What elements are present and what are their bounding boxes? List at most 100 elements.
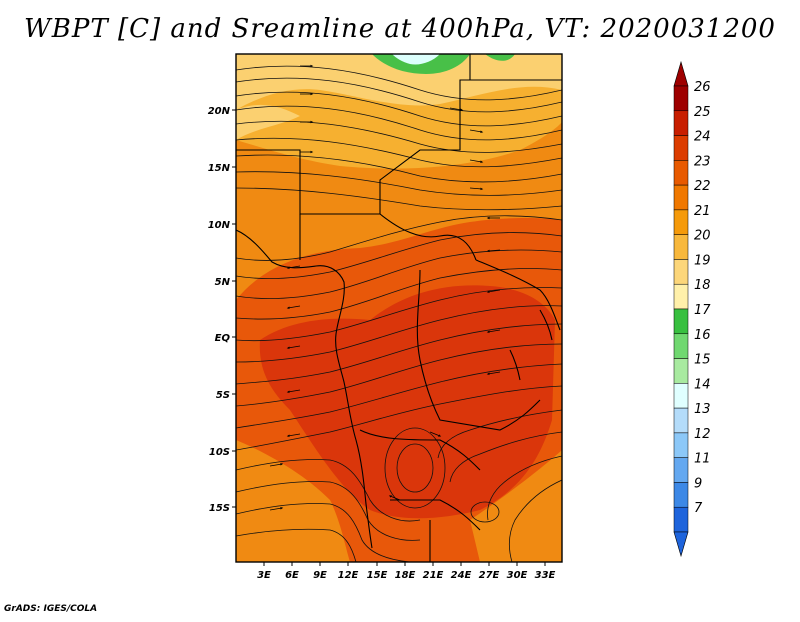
shaded-field: [236, 54, 562, 562]
great-lakes: [509, 309, 553, 381]
latitude-axis: 20N 15N 10N 5N EQ 5S 10S 15S: [208, 106, 236, 514]
lon-label-18e: 18E: [395, 570, 416, 581]
colorbar-label: 13: [694, 402, 711, 417]
colorbar-swatch: [673, 283, 689, 310]
streamline: [236, 503, 411, 562]
chart-title: WBPT [C] and Sreamline at 400hPa, VT: 20…: [24, 14, 776, 44]
field-yellow-north: [236, 54, 562, 110]
lon-label-21e: 21E: [423, 570, 444, 581]
colorbar-swatch: [673, 482, 689, 508]
streamline: [449, 431, 562, 483]
field-orange-southeast: [470, 450, 562, 562]
congo-border: [416, 269, 541, 431]
field-green: [372, 54, 470, 74]
streamline: [236, 77, 562, 113]
streamline: [236, 459, 421, 522]
lat-label-eq: EQ: [215, 333, 231, 344]
colorbar-swatch: [673, 110, 689, 136]
colorbar-label: 19: [694, 253, 711, 268]
colorbar-label: 7: [694, 501, 703, 516]
field-yellow-west: [236, 104, 300, 140]
lat-label-5s: 5S: [216, 390, 230, 401]
lon-label-33e: 33E: [535, 570, 556, 581]
streamline: [236, 249, 562, 300]
streamline: [236, 65, 562, 101]
streamline: [236, 385, 562, 451]
streamline: [236, 528, 357, 562]
eddy-southeast: [470, 501, 500, 523]
colorbar-swatch: [673, 407, 689, 434]
lat-label-5n: 5N: [215, 277, 231, 288]
colorbar-label: 12: [694, 427, 711, 442]
streamline: [236, 187, 562, 211]
lon-label-24e: 24E: [451, 570, 472, 581]
colorbar-label: 15: [694, 353, 711, 368]
colorbar-label: 9: [694, 476, 702, 491]
colorbar-label: 20: [694, 229, 711, 244]
colorbar-label: 18: [694, 278, 711, 293]
streamline: [236, 363, 562, 429]
lon-label-3e: 3E: [257, 570, 271, 581]
credit-text: GrADS: IGES/COLA: [4, 604, 98, 614]
streamline: [236, 137, 562, 168]
angola-border: [359, 429, 481, 471]
colorbar-swatch: [673, 383, 689, 409]
lat-label-10s: 10S: [209, 447, 230, 458]
colorbar-swatch: [673, 234, 689, 260]
west-coast: [236, 229, 373, 549]
lon-label-15e: 15E: [367, 570, 388, 581]
streamline: [236, 91, 562, 127]
streamline: [437, 409, 562, 459]
colorbar-swatch: [673, 432, 689, 458]
colorbar-swatch: [673, 209, 689, 235]
colorbar-swatch: [673, 506, 689, 533]
colorbar-label: 14: [694, 377, 711, 392]
colorbar-label: 21: [694, 204, 711, 219]
colorbar-swatch: [673, 160, 689, 186]
colorbar-swatch: [673, 333, 689, 359]
map-frame: [235, 53, 563, 563]
colorbar-swatch: [673, 184, 689, 211]
lat-label-15s: 15S: [209, 503, 230, 514]
streamline: [236, 232, 562, 280]
streamline: [236, 287, 562, 342]
lon-label-30e: 30E: [507, 570, 528, 581]
lon-label-6e: 6E: [285, 570, 299, 581]
streamline: [236, 268, 562, 320]
colorbar-swatch: [673, 358, 689, 384]
streamline: [236, 171, 562, 196]
lat-label-20n: 20N: [208, 106, 231, 117]
colorbar-label: 24: [694, 130, 711, 145]
country-boundaries: [236, 54, 562, 562]
southern-border: [390, 499, 481, 562]
colorbar-swatch: [673, 259, 689, 285]
colorbar: 26 25 24 23 22 21 20 19 18 17 16 15 14 13 12 11 9 7: [673, 60, 711, 558]
streamline: [236, 120, 562, 153]
east-border: [475, 259, 561, 331]
lat-label-15n: 15N: [208, 163, 231, 174]
central-border: [299, 213, 477, 261]
lon-label-9e: 9E: [313, 570, 327, 581]
colorbar-label: 25: [694, 105, 711, 120]
colorbar-swatch: [673, 457, 689, 483]
colorbar-label: 11: [694, 452, 711, 467]
colorbar-arrow-bottom: [673, 531, 689, 558]
cyclonic-circulation-inner: [396, 443, 434, 493]
streamline: [236, 343, 562, 407]
colorbar-label: 17: [694, 303, 711, 318]
streamline: [236, 323, 562, 385]
lon-label-12e: 12E: [338, 570, 359, 581]
field-green-small: [485, 54, 515, 61]
streamline: [487, 455, 562, 521]
streamline: [236, 305, 562, 363]
streamline: [236, 481, 421, 541]
colorbar-swatch: [673, 308, 689, 335]
streamline: [236, 154, 562, 183]
streamline: [236, 215, 562, 261]
colorbar-label: 26: [694, 80, 711, 95]
colorbar-swatch: [673, 135, 689, 161]
longitude-axis: 3E 6E 9E 12E 15E 18E 21E 24E 27E 30E 33E: [257, 562, 556, 581]
colorbar-swatch: [673, 85, 689, 112]
lat-label-10n: 10N: [208, 220, 231, 231]
